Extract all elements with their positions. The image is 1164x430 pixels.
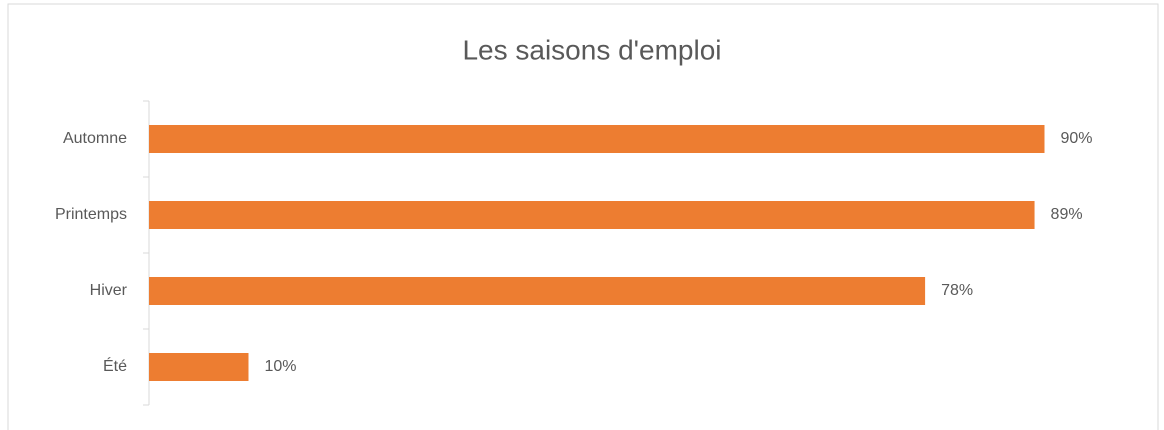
- bar: [149, 125, 1045, 153]
- data-label: 89%: [1051, 206, 1083, 223]
- y-tick-label: Hiver: [90, 282, 128, 299]
- chart-frame: [7, 3, 1159, 430]
- data-label: 78%: [941, 282, 973, 299]
- y-tick-label: Été: [103, 356, 127, 375]
- bar: [149, 201, 1035, 229]
- data-label: 90%: [1061, 130, 1093, 147]
- y-tick-label: Printemps: [55, 206, 127, 223]
- chart-title: Les saisons d'emploi: [462, 34, 721, 65]
- y-tick-label: Automne: [63, 130, 127, 147]
- bar: [149, 353, 249, 381]
- bar: [149, 277, 926, 305]
- data-label: 10%: [265, 358, 297, 375]
